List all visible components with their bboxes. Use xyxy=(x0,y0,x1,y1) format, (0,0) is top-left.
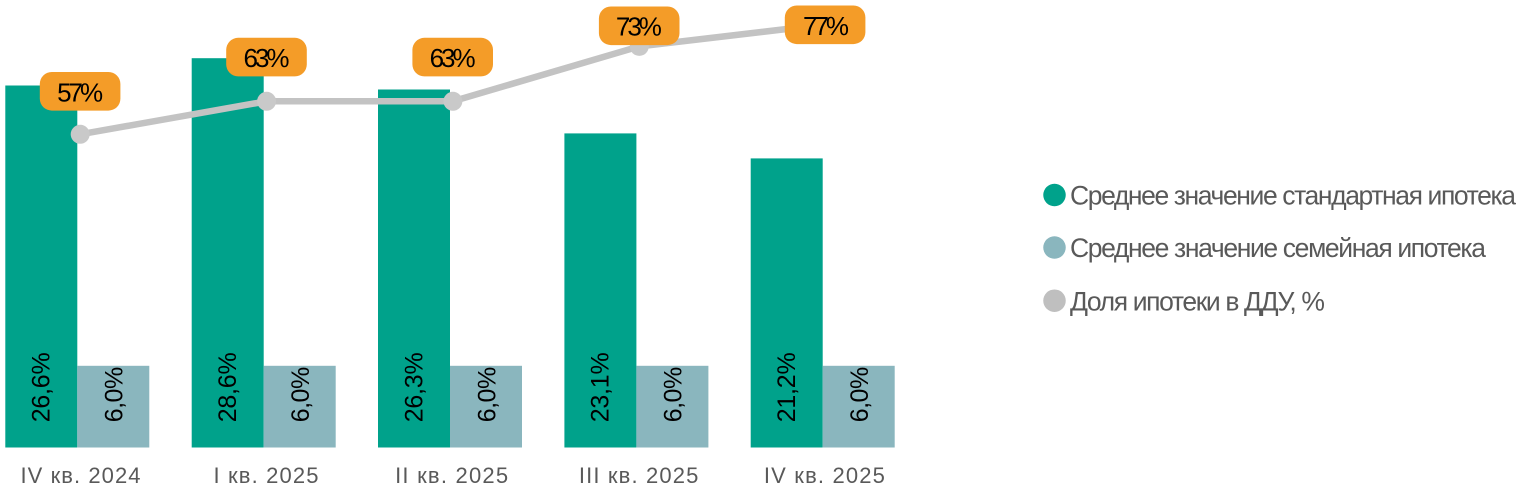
svg-text:21,2%: 21,2% xyxy=(773,352,801,422)
svg-text:Среднее значение стандартная и: Среднее значение стандартная ипотека xyxy=(1070,181,1516,211)
svg-text:26,6%: 26,6% xyxy=(28,352,56,422)
svg-text:IV кв. 2025: IV кв. 2025 xyxy=(764,463,885,486)
svg-text:28,6%: 28,6% xyxy=(214,352,242,422)
svg-text:III кв. 2025: III кв. 2025 xyxy=(579,463,699,486)
svg-text:73%: 73% xyxy=(616,12,662,42)
svg-text:77%: 77% xyxy=(803,11,849,41)
svg-text:Среднее значение семейная ипот: Среднее значение семейная ипотека xyxy=(1070,233,1486,263)
svg-text:6,0%: 6,0% xyxy=(101,367,129,423)
svg-text:63%: 63% xyxy=(430,43,476,73)
svg-text:6,0%: 6,0% xyxy=(287,367,315,423)
svg-text:57%: 57% xyxy=(57,77,103,107)
svg-text:Доля ипотеки в ДДУ, %: Доля ипотеки в ДДУ, % xyxy=(1070,286,1325,316)
svg-text:6,0%: 6,0% xyxy=(473,367,501,423)
svg-text:63%: 63% xyxy=(244,43,290,73)
svg-text:6,0%: 6,0% xyxy=(846,367,874,423)
svg-text:I кв. 2025: I кв. 2025 xyxy=(214,463,319,486)
svg-text:II кв. 2025: II кв. 2025 xyxy=(395,463,508,486)
svg-text:26,3%: 26,3% xyxy=(400,352,428,422)
svg-text:IV кв. 2024: IV кв. 2024 xyxy=(21,463,141,486)
svg-text:23,1%: 23,1% xyxy=(587,352,615,422)
svg-text:6,0%: 6,0% xyxy=(660,367,688,423)
